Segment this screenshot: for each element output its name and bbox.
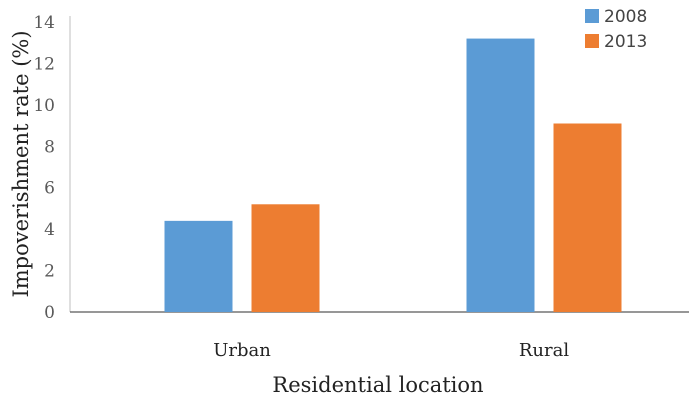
y-tick-label: 2	[44, 262, 55, 282]
y-axis-ticks: 0 2 4 6 8 10 12 14	[33, 13, 55, 323]
bar-rural-2008	[466, 38, 535, 312]
bar-urban-2013	[251, 204, 320, 312]
legend-swatch-2008	[585, 9, 599, 23]
x-axis-category-labels: Urban Rural	[213, 340, 569, 361]
y-tick-label: 6	[44, 179, 55, 199]
y-tick-label: 0	[44, 303, 55, 323]
x-category-label: Urban	[213, 340, 271, 361]
x-axis-title: Residential location	[272, 373, 483, 396]
y-tick-label: 4	[44, 220, 55, 240]
bar-rural-2013	[553, 123, 622, 312]
bar-urban-2008	[164, 220, 233, 312]
y-tick-label: 14	[33, 13, 55, 33]
legend: 2008 2013	[585, 7, 647, 52]
legend-swatch-2013	[585, 34, 599, 48]
y-tick-label: 10	[33, 96, 55, 116]
legend-label: 2008	[604, 7, 647, 27]
x-category-label: Rural	[519, 340, 569, 361]
y-tick-label: 12	[33, 54, 55, 74]
y-axis-title: Impoverishment rate (%)	[9, 30, 33, 297]
legend-label: 2013	[604, 32, 647, 52]
y-tick-label: 8	[44, 137, 55, 157]
bars	[164, 38, 622, 312]
